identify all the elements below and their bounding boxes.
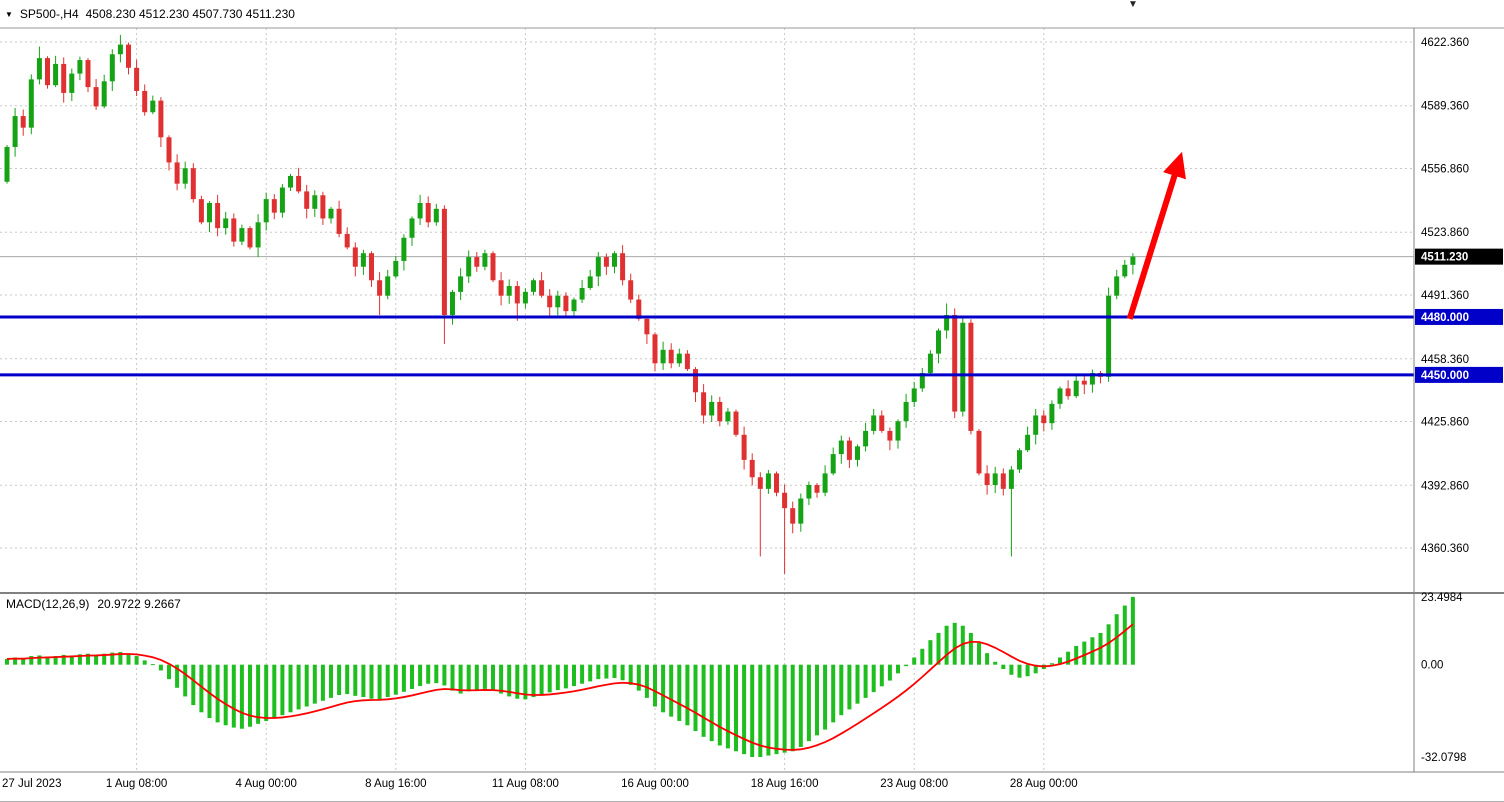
macd-signal-line <box>6 623 1134 751</box>
svg-text:4 Aug 00:00: 4 Aug 00:00 <box>235 778 296 790</box>
svg-text:23 Aug 08:00: 23 Aug 08:00 <box>880 778 948 790</box>
current-price-badge: 4511.230 <box>1415 248 1503 265</box>
svg-text:16 Aug 00:00: 16 Aug 00:00 <box>621 778 689 790</box>
svg-text:4450.000: 4450.000 <box>1421 370 1469 382</box>
candles-layer <box>4 34 1136 574</box>
macd-histogram <box>5 596 1135 758</box>
chart-shift-marker-icon[interactable]: ▼ <box>1128 0 1138 10</box>
svg-text:4480.000: 4480.000 <box>1421 312 1469 324</box>
svg-text:1 Aug 08:00: 1 Aug 08:00 <box>106 778 167 790</box>
svg-text:8 Aug 16:00: 8 Aug 16:00 <box>365 778 426 790</box>
macd-values-text: 20.9722 9.2667 <box>97 597 181 611</box>
level-price-badge-4450.000: 4450.000 <box>1415 366 1503 383</box>
grid-layer <box>0 28 1414 770</box>
svg-text:4511.230: 4511.230 <box>1421 252 1468 264</box>
svg-text:4556.860: 4556.860 <box>1421 163 1469 175</box>
svg-text:4589.360: 4589.360 <box>1421 101 1469 113</box>
svg-text:0.00: 0.00 <box>1421 660 1443 672</box>
macd-indicator-label: MACD(12,26,9) 20.9722 9.2667 <box>6 597 181 611</box>
svg-text:4622.360: 4622.360 <box>1421 37 1469 49</box>
svg-text:4392.860: 4392.860 <box>1421 480 1469 492</box>
svg-text:4360.360: 4360.360 <box>1421 543 1469 555</box>
symbol-info-bar: ▼ SP500-,H4 4508.230 4512.230 4507.730 4… <box>5 7 295 21</box>
ohlc-values: 4508.230 4512.230 4507.730 4511.230 <box>85 7 295 21</box>
svg-text:4491.360: 4491.360 <box>1421 290 1469 302</box>
macd-label-text: MACD(12,26,9) <box>6 597 90 611</box>
svg-text:4425.860: 4425.860 <box>1421 417 1469 429</box>
svg-text:4523.860: 4523.860 <box>1421 227 1469 239</box>
symbol-dropdown-icon: ▼ <box>5 9 13 19</box>
svg-text:11 Aug 08:00: 11 Aug 08:00 <box>492 778 559 790</box>
svg-text:27 Jul 2023: 27 Jul 2023 <box>2 778 61 790</box>
svg-text:4458.360: 4458.360 <box>1421 354 1469 366</box>
time-axis[interactable]: 27 Jul 2023 1 Aug 08:00 4 Aug 00:00 8 Aug 1… <box>2 778 1078 790</box>
macd-axis[interactable]: 23.4984 0.00 -32.0798 <box>1421 592 1466 764</box>
level-price-badge-4480.000: 4480.000 <box>1415 308 1503 325</box>
svg-text:28 Aug 00:00: 28 Aug 00:00 <box>1010 778 1078 790</box>
svg-text:18 Aug 16:00: 18 Aug 16:00 <box>751 778 819 790</box>
svg-text:-32.0798: -32.0798 <box>1421 752 1466 764</box>
trend-arrow[interactable] <box>1126 151 1186 320</box>
symbol-period-label: SP500-,H4 <box>19 7 79 21</box>
price-axis[interactable]: 4622.360 4589.360 4556.860 4523.860 4491.360… <box>1421 37 1469 555</box>
svg-text:23.4984: 23.4984 <box>1421 592 1463 604</box>
